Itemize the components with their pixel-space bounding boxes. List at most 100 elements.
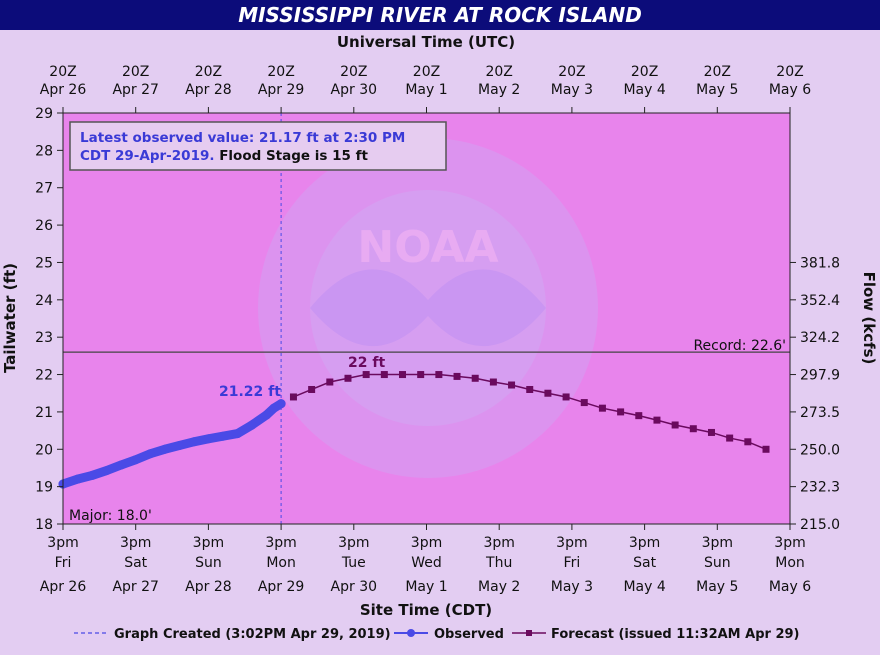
forecast-peak-label: 22 ft (348, 355, 385, 371)
x-tick-time: 3pm (47, 535, 78, 551)
forecast-point (598, 404, 606, 412)
flow-tick-label: 250.0 (800, 442, 840, 458)
x-tick-date: May 1 (405, 579, 447, 595)
forecast-point (471, 374, 479, 382)
top-tick-time: 20Z (776, 64, 803, 80)
plot-frame (62, 112, 791, 525)
svg-text:NOAA: NOAA (357, 222, 498, 273)
x-tick-day: Fri (564, 555, 581, 571)
observed-point (102, 466, 112, 476)
info-box-date: CDT 29-Apr-2019. (80, 148, 215, 164)
flow-tick-label: 352.4 (800, 293, 840, 309)
info-box-line2: CDT 29-Apr-2019. Flood Stage is 15 ft (80, 148, 368, 164)
y-tick-label: 28 (35, 143, 53, 159)
forecast-point (344, 374, 352, 382)
flow-tick-label: 215.0 (800, 517, 840, 533)
x-tick-time: 3pm (338, 535, 369, 551)
x-tick-day: Sat (633, 555, 656, 571)
top-tick-time: 20Z (558, 64, 585, 80)
y-tick-label: 24 (35, 293, 53, 309)
x-tick-date: May 3 (551, 579, 593, 595)
observed-point (116, 460, 126, 470)
top-tick-date: May 2 (478, 82, 520, 98)
top-tick-time: 20Z (485, 64, 512, 80)
y-tick-label: 18 (35, 517, 53, 533)
x-tick-date: May 5 (696, 579, 738, 595)
legend-forecast-marker (526, 630, 532, 636)
forecast-point (671, 421, 679, 429)
forecast-point (399, 371, 407, 379)
x-tick-time: 3pm (265, 535, 296, 551)
y-tick-label: 29 (35, 106, 53, 122)
x-tick-time: 3pm (556, 535, 587, 551)
observed-point (276, 399, 286, 409)
x-tick-day: Sun (195, 555, 222, 571)
title-bar: MISSISSIPPI RIVER AT ROCK ISLAND (0, 0, 880, 30)
forecast-point (453, 372, 461, 380)
x-tick-time: 3pm (120, 535, 151, 551)
hydrograph-chart: NOAA 18 19 20 21 22 23 24 25 26 27 28 29 215.0 232.3 2… (0, 30, 880, 655)
top-tick-time: 20Z (704, 64, 731, 80)
top-tick-time: 20Z (631, 64, 658, 80)
observed-point (218, 431, 228, 441)
forecast-point (562, 393, 570, 401)
chart-title: MISSISSIPPI RIVER AT ROCK ISLAND (238, 3, 642, 27)
y2-axis-title: Flow (kcfs) (860, 272, 878, 365)
top-tick-time: 20Z (413, 64, 440, 80)
top-tick-date: Apr 29 (258, 82, 304, 98)
info-box (69, 121, 447, 171)
forecast-point (762, 445, 770, 453)
y-tick-label: 20 (35, 442, 53, 458)
forecast-point (544, 389, 552, 397)
y-tick-label: 23 (35, 330, 53, 346)
x-tick-date: Apr 30 (331, 579, 377, 595)
forecast-point (380, 371, 388, 379)
x-tick-day: Sat (124, 555, 147, 571)
y-tick-label: 19 (35, 480, 53, 496)
legend-created-label: Graph Created (3:02PM Apr 29, 2019) (114, 627, 391, 642)
y-tick-label: 25 (35, 255, 53, 271)
forecast-point (417, 371, 425, 379)
forecast-point (435, 371, 443, 379)
top-tick-date: May 6 (769, 82, 811, 98)
info-box-line1: Latest observed value: 21.17 ft at 2:30 … (80, 130, 405, 146)
observed-point (145, 449, 155, 459)
top-tick-time: 20Z (122, 64, 149, 80)
top-tick-date: Apr 28 (185, 82, 231, 98)
forecast-point (508, 381, 516, 389)
x-tick-time: 3pm (702, 535, 733, 551)
observed-peak-label: 21.22 ft (219, 384, 281, 400)
x-tick-date: May 2 (478, 579, 520, 595)
y-axis-title: Tailwater (ft) (1, 263, 19, 373)
flow-tick-label: 381.8 (800, 255, 840, 271)
forecast-point (580, 399, 588, 407)
x-tick-day: Mon (266, 555, 296, 571)
top-tick-date: May 5 (696, 82, 738, 98)
x-tick-date: May 6 (769, 579, 811, 595)
forecast-point (635, 412, 643, 420)
x-tick-day: Thu (485, 555, 512, 571)
observed-point (160, 444, 170, 454)
observed-point (247, 420, 257, 430)
major-label: Major: 18.0' (69, 508, 152, 524)
x-tick-day: Fri (55, 555, 72, 571)
top-tick-date: May 3 (551, 82, 593, 98)
observed-point (189, 437, 199, 447)
x-tick-date: May 4 (623, 579, 665, 595)
flow-tick-label: 324.2 (800, 330, 840, 346)
observed-point (269, 403, 279, 413)
x-tick-date: Apr 27 (112, 579, 158, 595)
y-tick-label: 22 (35, 368, 53, 384)
forecast-point (689, 425, 697, 433)
top-tick-time: 20Z (267, 64, 294, 80)
top-tick-date: May 1 (405, 82, 447, 98)
x-tick-date: Apr 28 (185, 579, 231, 595)
x-axis-title: Site Time (CDT) (360, 601, 492, 619)
forecast-point (617, 408, 625, 416)
observed-point (174, 441, 184, 451)
y-tick-label: 27 (35, 181, 53, 197)
top-axis-title: Universal Time (UTC) (337, 33, 515, 51)
top-tick-date: Apr 30 (331, 82, 377, 98)
observed-point (262, 410, 272, 420)
top-tick-date: May 4 (623, 82, 665, 98)
